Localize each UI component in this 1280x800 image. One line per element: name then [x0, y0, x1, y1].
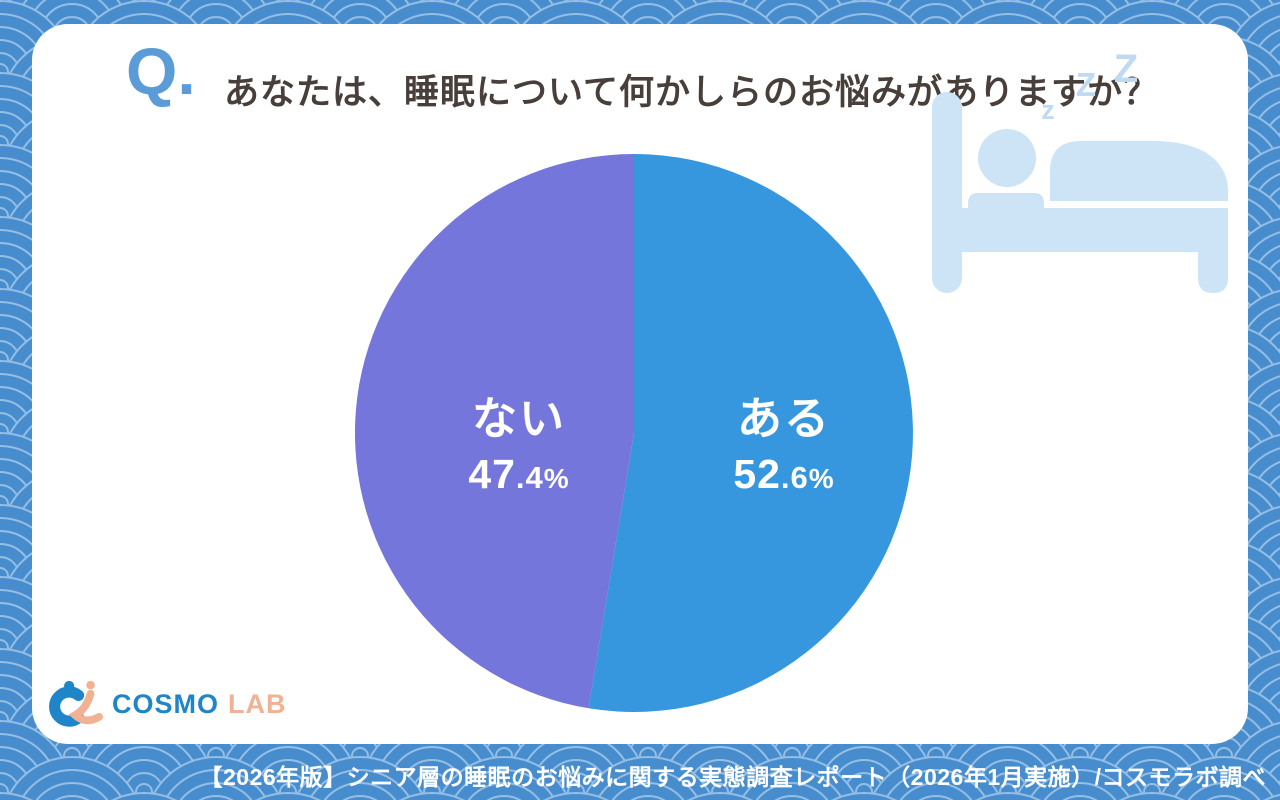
question-title: あなたは、睡眠について何かしらのお悩みがありますか？ — [224, 73, 1159, 112]
logo-brand-name: COSMO — [112, 688, 220, 719]
pie-chart — [355, 154, 913, 712]
logo-text: COSMO LAB — [112, 689, 287, 720]
zzz-icon-large: Z — [1114, 47, 1138, 91]
pie-slice-value: 52.6% — [733, 450, 835, 497]
pie-label-aru: ある 52.6% — [733, 394, 834, 497]
bed-leg — [1198, 240, 1228, 293]
zzz-icon-small: z — [1041, 95, 1055, 125]
pie-slice-label: ある — [736, 393, 831, 444]
zzz-icon-medium: Z — [1076, 66, 1096, 103]
brand-logo: COSMO LAB — [46, 678, 287, 730]
question-badge: Q. — [126, 34, 196, 108]
pie-slice-aru — [588, 154, 913, 712]
sleeper-head — [978, 129, 1036, 187]
bed-blanket — [1050, 141, 1228, 201]
bed-mattress — [962, 208, 1228, 252]
sleeping-bed-icon: Z Z z — [932, 47, 1228, 293]
cosmo-lab-logo-icon — [49, 680, 103, 727]
pie-label-nai: ない 47.4% — [468, 394, 569, 497]
bed-headboard — [932, 92, 962, 293]
footer-caption: 【2026年版】シニア層の睡眠のお悩みに関する実態調査レポート（2026年1月実… — [199, 764, 1266, 790]
pie-slice-nai — [355, 154, 634, 709]
logo-suffix: LAB — [228, 688, 287, 719]
pie-slice-value: 47.4% — [468, 450, 570, 497]
pie-slice-label: ない — [471, 393, 566, 444]
content-card: Q. あなたは、睡眠について何かしらのお悩みがありますか？ Z Z z ない 4… — [32, 24, 1248, 744]
